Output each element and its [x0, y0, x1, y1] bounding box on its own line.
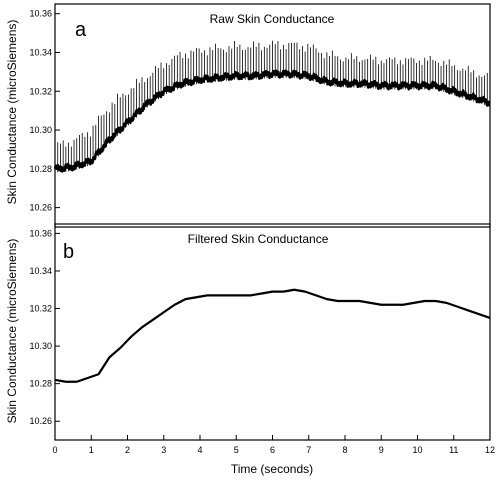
chart-title-a: Raw Skin Conductance [210, 12, 335, 26]
plot-frame-a [54, 3, 491, 228]
x-tick-label: 8 [342, 445, 347, 455]
series-spikes [54, 40, 491, 173]
plot-frame-b [54, 223, 491, 441]
y-tick-label: 10.34 [29, 47, 52, 57]
panel-b: b Filtered Skin Conductance 10.2610.2810… [29, 223, 495, 476]
x-tick-label: 7 [306, 445, 311, 455]
x-axis-b: 0 1 2 3 4 5 6 7 8 9 10 11 12 [52, 435, 495, 455]
y-axis-label-b: Skin Conductance (microSiemens) [5, 239, 19, 424]
x-tick-label: 3 [161, 445, 166, 455]
y-tick-label: 10.30 [29, 341, 52, 351]
panel-a: a Raw Skin Conductance 10.2610.2810.3010… [29, 3, 491, 228]
panel-letter-b: b [63, 241, 74, 263]
y-tick-label: 10.32 [29, 86, 52, 96]
series-baseline [53, 69, 491, 173]
series-filtered [54, 288, 491, 383]
y-tick-label: 10.30 [29, 125, 52, 135]
y-axis-a: 10.26 10.28 10.30 10.32 10.34 10.36 [29, 9, 60, 213]
y-tick-label: 10.34 [29, 266, 52, 276]
y-tick-label: 10.36 [29, 9, 52, 19]
x-tick-label: 9 [379, 445, 384, 455]
y-axis-b: 10.26 10.28 10.30 10.32 10.34 10.36 [29, 228, 60, 426]
panel-letter-a: a [75, 19, 87, 41]
x-tick-label: 2 [125, 445, 130, 455]
chart-title-b: Filtered Skin Conductance [188, 232, 329, 246]
x-tick-label: 1 [89, 445, 94, 455]
x-tick-label: 6 [270, 445, 275, 455]
y-tick-label: 10.26 [29, 203, 52, 213]
series-line [54, 288, 491, 383]
x-tick-label: 10 [412, 445, 422, 455]
y-axis-label-a: Skin Conductance (microSiemens) [5, 20, 19, 205]
y-tick-label: 10.28 [29, 379, 52, 389]
series-raw [53, 40, 491, 173]
x-tick-label: 0 [52, 445, 57, 455]
x-tick-label: 4 [197, 445, 202, 455]
x-tick-label: 11 [449, 445, 458, 455]
y-tick-label: 10.32 [29, 304, 52, 314]
x-tick-label: 5 [234, 445, 239, 455]
y-tick-label: 10.28 [29, 164, 52, 174]
x-tick-label: 12 [485, 445, 495, 455]
x-axis-label: Time (seconds) [231, 462, 313, 476]
y-tick-label: 10.26 [29, 416, 52, 426]
y-tick-label: 10.36 [29, 228, 52, 238]
